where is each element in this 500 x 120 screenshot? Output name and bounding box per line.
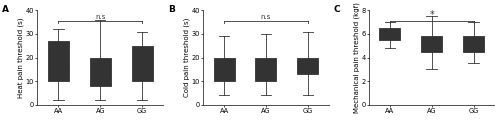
- PathPatch shape: [298, 58, 318, 74]
- Y-axis label: Heat pain threshold (s): Heat pain threshold (s): [18, 17, 24, 98]
- Text: n.s: n.s: [95, 14, 106, 20]
- PathPatch shape: [463, 36, 484, 52]
- Text: B: B: [168, 5, 175, 14]
- PathPatch shape: [214, 58, 234, 81]
- Text: *: *: [430, 10, 434, 20]
- PathPatch shape: [90, 58, 110, 86]
- PathPatch shape: [421, 36, 442, 52]
- Y-axis label: Mechanical pain threshold (kgf): Mechanical pain threshold (kgf): [354, 2, 360, 113]
- Text: A: A: [2, 5, 10, 14]
- PathPatch shape: [380, 28, 400, 40]
- PathPatch shape: [48, 41, 69, 81]
- PathPatch shape: [256, 58, 276, 81]
- Text: C: C: [334, 5, 340, 14]
- PathPatch shape: [132, 46, 152, 81]
- Y-axis label: Cold pain threshold (s): Cold pain threshold (s): [184, 18, 190, 97]
- Text: n.s: n.s: [261, 14, 271, 20]
